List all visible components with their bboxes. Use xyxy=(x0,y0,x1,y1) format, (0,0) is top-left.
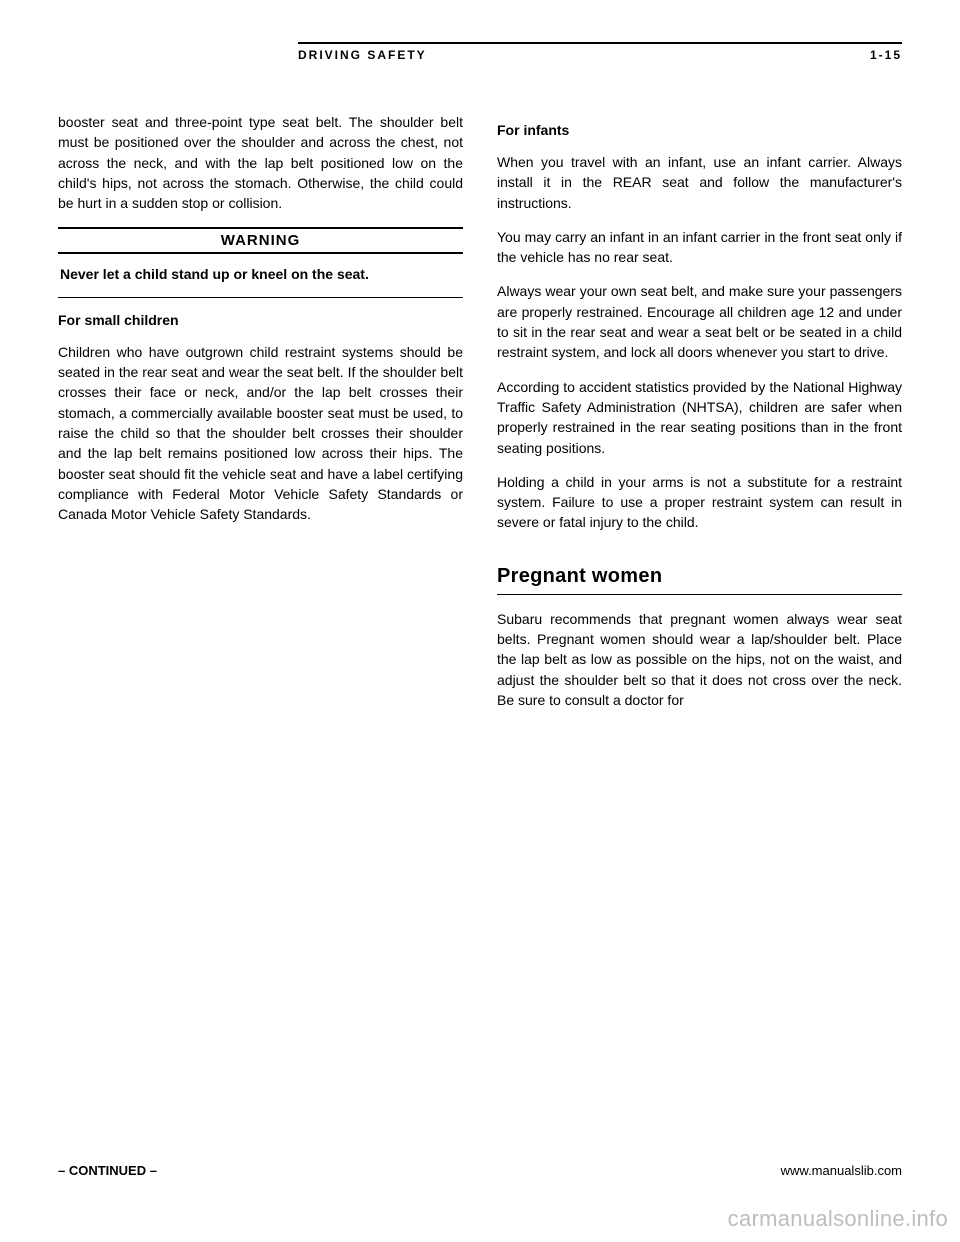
page-footer: – CONTINUED – www.manualslib.com xyxy=(58,1163,902,1178)
warning-title: WARNING xyxy=(58,229,463,254)
body-text: Holding a child in your arms is not a su… xyxy=(497,472,902,533)
body-text: Always wear your own seat belt, and make… xyxy=(497,281,902,362)
page: DRIVING SAFETY 1-15 booster seat and thr… xyxy=(0,0,960,1242)
left-column: booster seat and three-point type seat b… xyxy=(58,112,463,724)
header-divider xyxy=(298,42,902,44)
section-title: Pregnant women xyxy=(497,565,902,595)
page-header: DRIVING SAFETY 1-15 xyxy=(298,48,902,62)
right-column: For infants When you travel with an infa… xyxy=(497,112,902,724)
body-text: According to accident statistics provide… xyxy=(497,377,902,458)
body-text: You may carry an infant in an infant car… xyxy=(497,227,902,268)
body-text: When you travel with an infant, use an i… xyxy=(497,152,902,213)
warning-body: Never let a child stand up or kneel on t… xyxy=(58,254,463,296)
body-text: Subaru recommends that pregnant women al… xyxy=(497,609,902,710)
body-text: booster seat and three-point type seat b… xyxy=(58,112,463,213)
footer-continued: – CONTINUED – xyxy=(58,1163,157,1178)
subheading: For small children xyxy=(58,312,463,328)
body-text: Children who have outgrown child restrai… xyxy=(58,342,463,525)
header-title: DRIVING SAFETY xyxy=(298,48,427,62)
footer-site: www.manualslib.com xyxy=(781,1163,902,1178)
watermark: carmanualsonline.info xyxy=(728,1206,948,1232)
header-page-number: 1-15 xyxy=(870,48,902,62)
content-columns: booster seat and three-point type seat b… xyxy=(58,112,902,724)
warning-box: WARNING Never let a child stand up or kn… xyxy=(58,227,463,297)
subheading: For infants xyxy=(497,122,902,138)
